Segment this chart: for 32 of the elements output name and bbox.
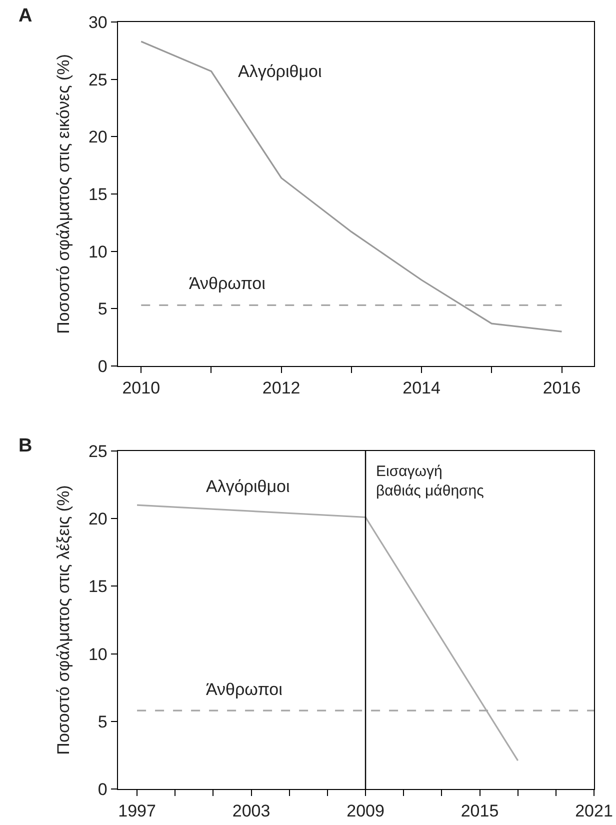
series-label: Άνθρωποι [189,274,266,293]
y-tick-label: 10 [88,644,108,664]
x-tick-label: 2016 [542,378,581,398]
x-tick-label: 2012 [262,378,300,398]
y-tick-label: 5 [98,712,108,732]
x-tick-label: 2021 [575,802,613,821]
y-tick-label: 10 [88,242,108,262]
y-tick-label: 15 [88,184,108,204]
series-label: Αλγόριθμοι [238,62,322,81]
y-tick-label: 20 [88,128,108,147]
series-label: Αλγόριθμοι [206,477,290,496]
x-tick-label: 2015 [460,802,499,821]
y-tick-label: 0 [98,356,108,376]
y-axis-title: Ποσοστό σφάλματος στις λέξεις (%) [54,485,74,755]
x-tick-label: 2003 [232,802,270,821]
y-tick-label: 25 [88,70,108,90]
y-tick-label: 25 [88,442,108,461]
chart-title: B [18,435,32,456]
x-tick-label: 2009 [346,802,384,821]
y-axis-title: Ποσοστό σφάλματος στις εικόνες (%) [54,54,74,334]
y-tick-label: 0 [98,780,108,799]
ref-line-label: Εισαγωγή βαθιάς μάθησης [376,463,484,500]
x-tick-label: 2014 [402,378,440,398]
chart-title: A [18,5,32,26]
y-tick-label: 5 [98,300,108,319]
y-tick-label: 15 [88,577,108,596]
series-label: Άνθρωποι [206,680,283,699]
line-series [140,40,563,332]
y-tick-label: 20 [88,510,108,529]
x-tick-label: 2010 [122,378,160,398]
y-tick-label: 30 [88,12,108,32]
x-tick-label: 1997 [118,802,156,821]
